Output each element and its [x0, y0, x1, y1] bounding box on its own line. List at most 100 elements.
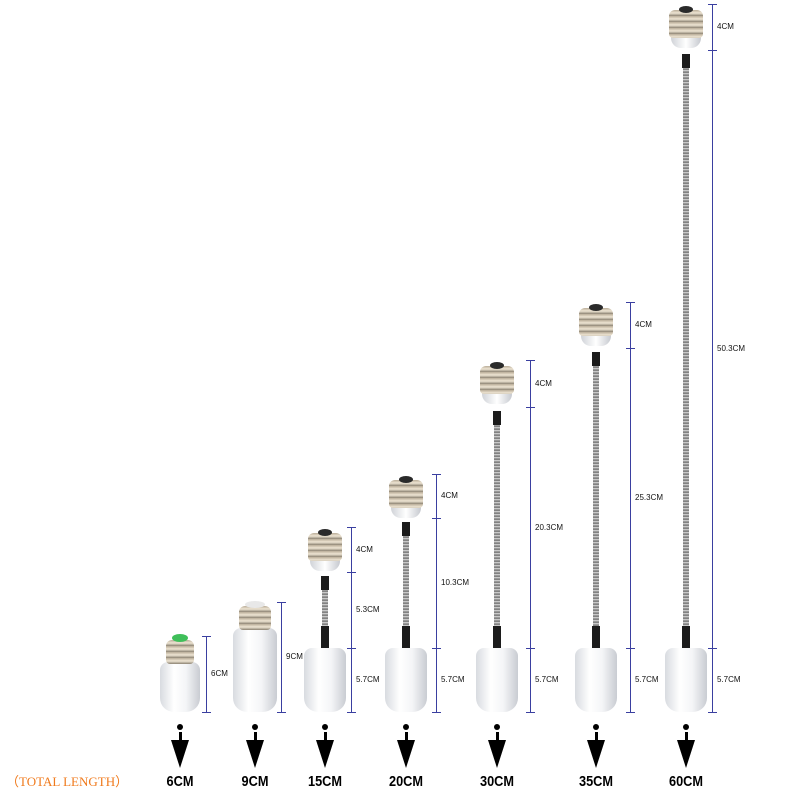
segment-length-label: 5.3CM	[356, 605, 380, 614]
screw-contact	[490, 362, 504, 369]
screw-thread	[480, 366, 514, 394]
adapter-socket	[304, 648, 346, 712]
segment-length-label: 50.3CM	[717, 344, 746, 353]
segment-length-label: 5.7CM	[717, 675, 741, 684]
collar-top	[682, 54, 690, 68]
dimension-tick	[277, 712, 286, 713]
screw-thread	[669, 10, 703, 38]
arrow-down-icon	[403, 724, 409, 730]
total-length-label: 30CM	[479, 773, 514, 790]
arrow-down-icon	[494, 724, 500, 730]
screw-thread	[579, 308, 613, 336]
dimension-tick	[202, 636, 211, 637]
arrow-down-icon	[178, 732, 182, 740]
screw-neck	[310, 559, 340, 571]
collar-top	[493, 411, 501, 425]
arrow-down-icon	[495, 732, 499, 740]
dimension-line	[712, 4, 713, 712]
segment-length-label: 10.3CM	[441, 578, 470, 587]
arrow-down-icon	[594, 732, 598, 740]
screw-contact	[318, 529, 332, 536]
dimension-line	[281, 602, 282, 712]
total-length-label: 6CM	[166, 773, 194, 790]
screw-thread	[166, 640, 194, 664]
collar-bottom	[402, 626, 410, 648]
segment-length-label: 4CM	[635, 320, 652, 329]
screw-thread	[239, 606, 271, 630]
segment-length-label: 4CM	[535, 378, 552, 388]
dimension-tick	[626, 712, 635, 713]
collar-bottom	[493, 626, 501, 648]
dimension-tick	[526, 712, 535, 713]
arrow-down-icon	[677, 740, 695, 768]
total-length-label: 60CM	[668, 773, 703, 790]
dimension-tick	[277, 602, 286, 603]
screw-thread	[308, 533, 342, 561]
gooseneck	[593, 358, 599, 648]
dimension-tick	[432, 474, 441, 475]
gooseneck	[683, 60, 689, 648]
arrow-down-icon	[253, 732, 257, 740]
total-length-label: 20CM	[388, 773, 423, 790]
screw-neck	[671, 36, 701, 48]
screw-thread	[389, 480, 423, 508]
total-length-label: 9CM	[241, 773, 269, 790]
collar-bottom	[321, 626, 329, 648]
dimension-tick	[526, 648, 535, 649]
adapter-socket	[575, 648, 617, 712]
adapter-socket	[385, 648, 427, 712]
dimension-tick	[626, 348, 635, 349]
collar-bottom	[592, 626, 600, 648]
arrow-down-icon	[684, 732, 688, 740]
screw-contact	[589, 304, 603, 311]
green-contact	[172, 634, 188, 642]
dimension-tick	[708, 648, 717, 649]
segment-length-label: 5.7CM	[441, 675, 465, 684]
arrow-down-icon	[404, 732, 408, 740]
dimension-tick	[202, 712, 211, 713]
dimension-line	[530, 360, 531, 712]
dimension-line	[436, 474, 437, 712]
segment-length-label: 6CM	[211, 669, 228, 678]
screw-contact	[679, 6, 693, 13]
arrow-down-icon	[177, 724, 183, 730]
arrow-down-icon	[323, 732, 327, 740]
arrow-down-icon	[246, 740, 264, 768]
dimension-tick	[347, 712, 356, 713]
arrow-down-icon	[252, 724, 258, 730]
dimension-tick	[626, 648, 635, 649]
collar-bottom	[682, 626, 690, 648]
segment-length-label: 4CM	[717, 22, 734, 31]
arrow-down-icon	[316, 740, 334, 768]
adapter-socket	[665, 648, 707, 712]
segment-length-label: 4CM	[441, 491, 458, 500]
total-length-label: 15CM	[307, 773, 342, 790]
arrow-down-icon	[322, 724, 328, 730]
arrow-down-icon	[683, 724, 689, 730]
arrow-down-icon	[488, 740, 506, 768]
dimension-tick	[708, 712, 717, 713]
collar-top	[592, 352, 600, 366]
dimension-tick	[432, 518, 441, 519]
arrow-down-icon	[397, 740, 415, 768]
segment-length-label: 20.3CM	[535, 522, 564, 532]
dimension-tick	[347, 527, 356, 528]
collar-top	[402, 522, 410, 536]
segment-length-label: 4CM	[356, 544, 373, 554]
screw-neck	[391, 506, 421, 518]
segment-length-label: 5.7CM	[535, 675, 559, 684]
arrow-down-icon	[171, 740, 189, 768]
adapter-socket	[233, 628, 277, 712]
dimension-tick	[708, 50, 717, 51]
dimension-tick	[432, 712, 441, 713]
total-length-caption: （TOTAL LENGTH）	[6, 774, 129, 789]
adapter-socket	[160, 662, 200, 712]
collar-top	[321, 576, 329, 590]
dimension-tick	[708, 4, 717, 5]
gooseneck	[494, 417, 500, 648]
dimension-line	[351, 527, 352, 712]
arrow-down-icon	[593, 724, 599, 730]
gooseneck	[403, 528, 409, 648]
total-length-label: 35CM	[578, 773, 613, 790]
